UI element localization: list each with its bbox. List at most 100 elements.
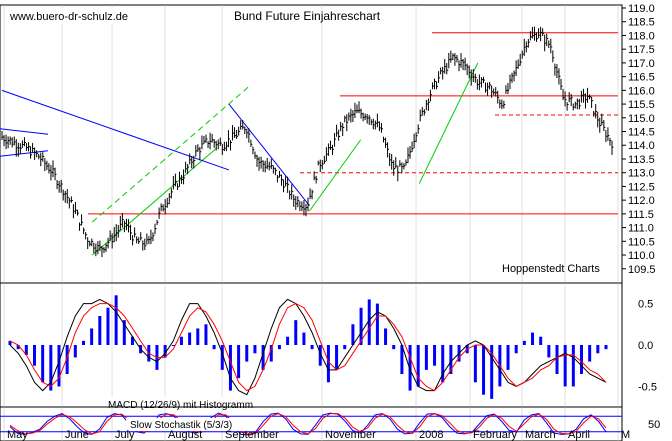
macd-histogram-bar (400, 345, 404, 374)
macd-histogram-bar (433, 345, 437, 366)
macd-histogram-bar (302, 332, 306, 345)
macd-y-tick-label: 0.0 (638, 340, 653, 352)
macd-histogram-bar (588, 345, 592, 362)
x-tick-label: April (568, 429, 590, 441)
trend-channels (91, 62, 479, 256)
y-tick-label: 117.5 (628, 44, 655, 56)
macd-histogram-bar (482, 345, 486, 395)
macd-histogram-bar (196, 328, 200, 345)
x-tick-label: June (65, 429, 89, 441)
macd-histogram-bar (245, 345, 249, 362)
trend-line (228, 103, 310, 206)
x-tick-label: 2008 (419, 429, 443, 441)
y-tick-label: 111.5 (628, 209, 654, 221)
macd-histogram-bar (179, 336, 183, 345)
stochastic-d-line (9, 413, 607, 435)
x-tick-label: March (525, 429, 556, 441)
macd-histogram-bar (163, 345, 167, 358)
macd-histogram-bar (531, 332, 535, 345)
stochastic-label: Slow Stochastik (5/3/3) (130, 420, 232, 431)
macd-histogram-bar (261, 345, 265, 370)
y-tick-label: 118.0 (628, 30, 655, 42)
macd-histogram-bar (473, 345, 477, 383)
macd-histogram-bar (490, 345, 494, 399)
macd-histogram-bar (555, 345, 559, 374)
y-tick-label: 114.5 (628, 127, 655, 139)
x-tick-label: February (473, 429, 518, 441)
source-label: Hoppenstedt Charts (502, 263, 600, 275)
macd-histogram-bar (326, 345, 330, 383)
macd-histogram-bar (24, 345, 28, 355)
macd-histogram-bar (522, 340, 526, 345)
y-tick-label: 115.0 (628, 113, 655, 125)
y-tick-label: 113.5 (628, 154, 655, 166)
macd-histogram-bar (41, 345, 45, 383)
macd-histogram-bar (81, 340, 85, 345)
macd-histogram-bar (375, 303, 379, 345)
stochastic-grid (3, 407, 619, 441)
stochastic-y-axis: 50 (648, 419, 660, 431)
channel-line (91, 147, 218, 256)
y-tick-label: 118.5 (628, 17, 655, 29)
macd-histogram-bar (547, 345, 551, 358)
channel-line (91, 84, 252, 223)
watermark: www.buero-dr-schulz.de (9, 11, 128, 23)
macd-histogram-bar (65, 345, 69, 374)
macd-histogram-bar (98, 316, 102, 345)
y-tick-label: 109.5 (628, 264, 656, 276)
macd-histogram-bar (122, 320, 126, 345)
macd-grid (3, 283, 619, 407)
macd-histogram-bar (90, 328, 94, 345)
macd-histogram-bar (359, 307, 363, 345)
watermark-box (7, 8, 135, 24)
trend-lines (0, 89, 310, 206)
trend-line (1, 89, 230, 171)
macd-histogram-bar (130, 336, 134, 345)
macd-histogram-bar (367, 299, 371, 345)
macd-histogram-bar (604, 345, 608, 350)
stochastic-y-tick-label: 50 (648, 419, 660, 431)
macd-histogram-bar (286, 336, 290, 345)
macd-histogram-bar (384, 328, 388, 345)
x-tick-label: August (168, 429, 202, 441)
macd-histogram-bar (237, 345, 241, 379)
trend-line (0, 128, 49, 135)
macd-histogram-bar (441, 345, 445, 383)
macd-histogram-bar (212, 345, 216, 350)
macd-histogram-bar (277, 345, 281, 350)
macd-y-tick-label: -0.5 (638, 381, 657, 393)
x-tick-label: May (7, 429, 28, 441)
macd-label: MACD (12/26/9) mit Histogramm (108, 400, 253, 411)
y-tick-label: 110.0 (628, 250, 655, 262)
macd-histogram (8, 295, 608, 399)
x-tick-label: November (325, 429, 376, 441)
macd-histogram-bar (310, 345, 314, 350)
macd-histogram-bar (514, 345, 518, 354)
macd-histogram-bar (335, 345, 339, 370)
channel-line (309, 139, 362, 212)
macd-histogram-bar (449, 345, 453, 374)
macd-histogram-bar (114, 295, 118, 345)
y-tick-label: 113.0 (628, 168, 655, 180)
macd-histogram-bar (416, 345, 420, 387)
macd-histogram-bar (506, 345, 510, 370)
x-tick-label: September (225, 429, 279, 441)
macd-histogram-bar (32, 345, 36, 366)
price-bars (1, 26, 614, 258)
y-tick-label: 112.5 (628, 181, 655, 193)
y-tick-label: 117.0 (628, 58, 655, 70)
x-tick-label: July (115, 429, 135, 441)
stochastic-lines (9, 412, 607, 436)
macd-histogram-bar (563, 345, 567, 387)
macd-histogram-bar (580, 345, 584, 374)
macd-lines (9, 298, 607, 396)
macd-histogram-bar (220, 345, 224, 370)
macd-histogram-bar (596, 345, 600, 354)
macd-histogram-bar (16, 345, 20, 350)
macd-histogram-bar (571, 345, 575, 387)
macd-histogram-bar (57, 345, 61, 387)
price-grid (3, 5, 619, 283)
macd-histogram-bar (424, 345, 428, 370)
